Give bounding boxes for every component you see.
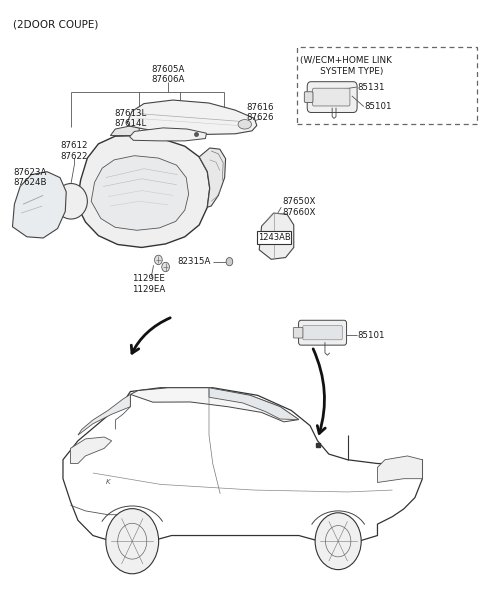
Polygon shape bbox=[130, 128, 206, 141]
Text: 87650X
87660X: 87650X 87660X bbox=[282, 198, 316, 217]
Ellipse shape bbox=[238, 120, 252, 129]
FancyBboxPatch shape bbox=[304, 92, 313, 102]
Text: (W/ECM+HOME LINK
       SYSTEM TYPE): (W/ECM+HOME LINK SYSTEM TYPE) bbox=[300, 56, 392, 76]
Polygon shape bbox=[131, 388, 299, 422]
Text: 87613L
87614L: 87613L 87614L bbox=[114, 109, 147, 128]
Text: 1129EE
1129EA: 1129EE 1129EA bbox=[132, 275, 166, 294]
Text: K: K bbox=[106, 480, 110, 485]
Text: (2DOOR COUPE): (2DOOR COUPE) bbox=[13, 20, 99, 30]
Polygon shape bbox=[110, 126, 139, 136]
FancyBboxPatch shape bbox=[312, 88, 350, 106]
Polygon shape bbox=[209, 388, 299, 420]
Polygon shape bbox=[259, 213, 294, 259]
Circle shape bbox=[155, 255, 162, 265]
Text: 87623A
87624B: 87623A 87624B bbox=[13, 168, 47, 187]
Ellipse shape bbox=[55, 184, 87, 219]
Text: 82315A: 82315A bbox=[178, 257, 211, 266]
Polygon shape bbox=[78, 394, 131, 435]
Polygon shape bbox=[71, 437, 112, 464]
Text: 85101: 85101 bbox=[358, 330, 385, 340]
Text: 87612
87622: 87612 87622 bbox=[60, 141, 88, 160]
Bar bbox=[257, 231, 291, 244]
FancyBboxPatch shape bbox=[303, 326, 342, 340]
Polygon shape bbox=[91, 156, 189, 230]
Polygon shape bbox=[377, 456, 422, 482]
FancyBboxPatch shape bbox=[307, 82, 357, 112]
Text: 87605A
87606A: 87605A 87606A bbox=[151, 65, 185, 84]
Bar bbox=[297, 47, 477, 124]
Text: 85101: 85101 bbox=[365, 102, 392, 111]
Circle shape bbox=[162, 262, 169, 272]
Polygon shape bbox=[199, 148, 226, 207]
Polygon shape bbox=[77, 136, 210, 247]
FancyBboxPatch shape bbox=[293, 327, 303, 338]
Text: 1243AB: 1243AB bbox=[258, 233, 290, 243]
Circle shape bbox=[226, 258, 233, 266]
Polygon shape bbox=[127, 100, 257, 134]
Circle shape bbox=[106, 509, 158, 574]
Polygon shape bbox=[12, 172, 66, 238]
FancyBboxPatch shape bbox=[299, 320, 347, 345]
Polygon shape bbox=[63, 388, 422, 547]
Text: 85131: 85131 bbox=[358, 82, 385, 92]
FancyArrowPatch shape bbox=[313, 349, 325, 433]
Circle shape bbox=[315, 513, 361, 570]
Text: 87616
87626: 87616 87626 bbox=[246, 103, 274, 122]
FancyArrowPatch shape bbox=[132, 318, 170, 353]
